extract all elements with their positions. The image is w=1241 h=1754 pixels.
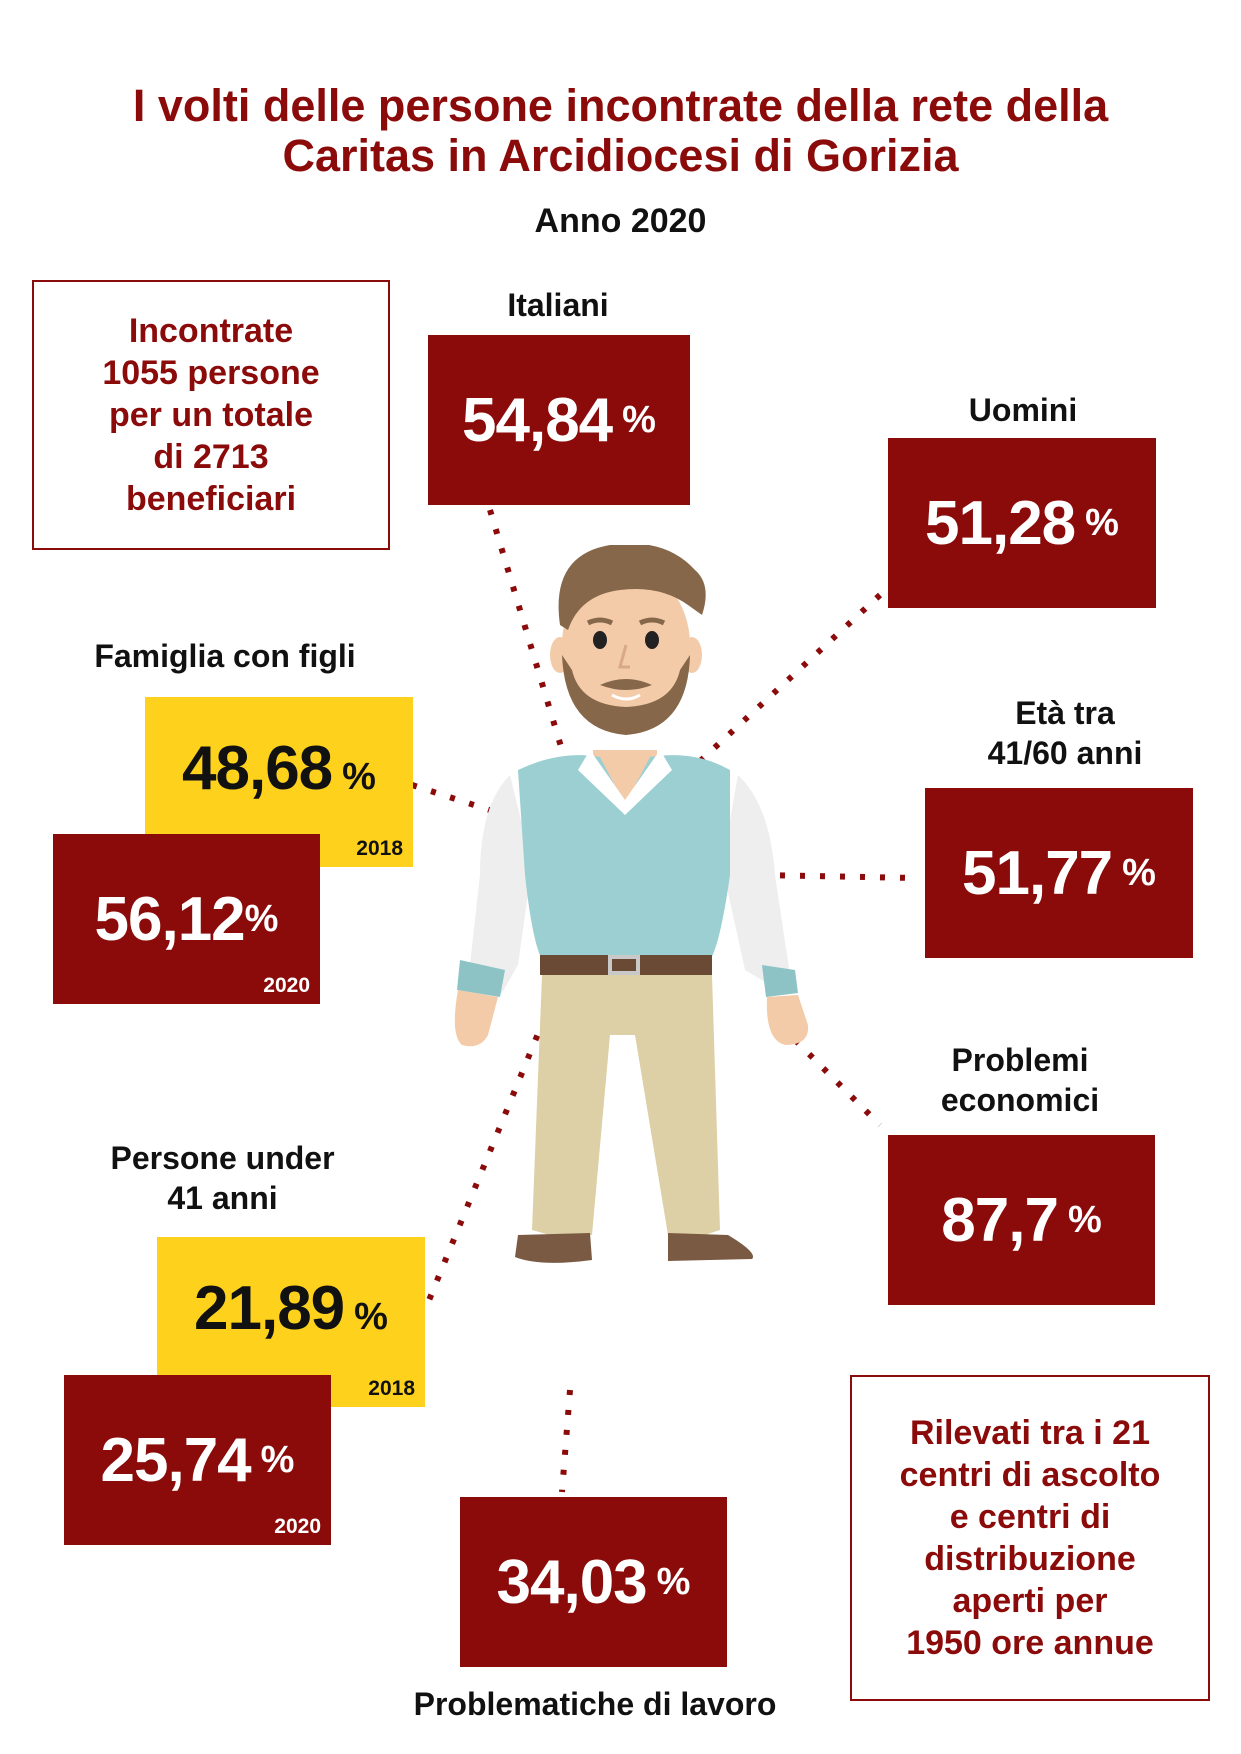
- lavoro-value: 34,03: [496, 1547, 648, 1617]
- italiani-stat-box: 54,84%: [428, 335, 690, 505]
- percent-sign: %: [342, 756, 376, 798]
- uomini-label: Uomini: [968, 392, 1078, 428]
- famiglia-2018-value: 48,68: [182, 734, 333, 803]
- intro-line: beneficiari: [125, 480, 297, 518]
- trousers: [532, 975, 720, 1235]
- footer-line: Rilevati tra i 21: [909, 1414, 1150, 1452]
- eta-label-line1: Età tra: [1015, 695, 1115, 731]
- belt: [540, 955, 712, 975]
- year-2020-label: 2020: [263, 974, 310, 997]
- lavoro-stat-box: 34,03%: [460, 1497, 727, 1667]
- connector-italiani: [487, 509, 568, 761]
- year-2020-label: 2020: [274, 1515, 321, 1538]
- under41-2018-value: 21,89: [194, 1274, 345, 1343]
- intro-line: per un totale: [108, 396, 313, 434]
- year-2018-label: 2018: [356, 837, 403, 860]
- percent-sign: %: [656, 1560, 691, 1603]
- man-figure-illustration: [454, 545, 809, 1263]
- right-sleeve: [722, 775, 790, 985]
- year-2018-label: 2018: [368, 1377, 415, 1400]
- footer-line: distribuzione: [924, 1540, 1136, 1578]
- connector-problemi: [792, 1037, 883, 1128]
- eta-label: Età tra 41/60 anni: [920, 693, 1210, 773]
- intro-line: Incontrate: [128, 312, 294, 350]
- eta-value: 51,77: [962, 838, 1113, 908]
- left-sleeve: [460, 775, 532, 993]
- under41-2020-box: 25,74% 2020: [64, 1375, 331, 1545]
- problemi-stat-box: 87,7%: [888, 1135, 1155, 1305]
- percent-sign: %: [1122, 851, 1156, 894]
- connector-uomini: [682, 592, 883, 778]
- under41-label-line2: 41 anni: [167, 1180, 278, 1216]
- under41-label: Persone under 41 anni: [70, 1138, 375, 1218]
- famiglia-2020-box: 56,12% 2020: [53, 834, 320, 1004]
- problemi-label-line2: economici: [940, 1082, 1100, 1118]
- vest: [518, 755, 730, 960]
- under41-label-line1: Persone under: [110, 1140, 335, 1176]
- problemi-label: Problemi economici: [885, 1040, 1155, 1120]
- uomini-value: 51,28: [925, 488, 1076, 558]
- percent-sign: %: [622, 398, 656, 441]
- page-subtitle: Anno 2020: [534, 202, 707, 240]
- problemi-value: 87,7: [941, 1185, 1059, 1255]
- percent-sign: %: [244, 897, 279, 940]
- problemi-label-line1: Problemi: [951, 1042, 1089, 1078]
- under41-2020-value: 25,74: [100, 1425, 252, 1495]
- intro-line: di 2713: [153, 438, 269, 476]
- percent-sign: %: [260, 1438, 295, 1481]
- intro-box: Incontrate 1055 persone per un totale di…: [32, 280, 390, 550]
- footer-line: 1950 ore annue: [906, 1624, 1154, 1662]
- beard: [562, 655, 690, 735]
- famiglia-label: Famiglia con figli: [94, 638, 356, 674]
- percent-sign: %: [1067, 1198, 1102, 1241]
- footer-line: aperti per: [952, 1582, 1108, 1620]
- hair: [558, 545, 706, 630]
- footer-line: centri di ascolto: [899, 1456, 1161, 1494]
- italiani-label: Italiani: [507, 287, 609, 323]
- percent-sign: %: [1085, 501, 1119, 544]
- percent-sign: %: [354, 1296, 388, 1338]
- page-title-line2: Caritas in Arcidiocesi di Gorizia: [282, 130, 959, 181]
- page-title-line1: I volti delle persone incontrate della r…: [132, 80, 1109, 131]
- intro-line: 1055 persone: [102, 354, 320, 392]
- footer-box: Rilevati tra i 21 centri di ascolto e ce…: [850, 1375, 1210, 1701]
- famiglia-2020-value: 56,12: [94, 884, 246, 954]
- footer-line: e centri di: [949, 1498, 1111, 1536]
- italiani-value: 54,84: [462, 385, 613, 455]
- lavoro-label: Problematiche di lavoro: [413, 1686, 777, 1722]
- uomini-stat-box: 51,28%: [888, 438, 1156, 608]
- eta-label-line2: 41/60 anni: [987, 735, 1143, 771]
- eta-stat-box: 51,77%: [925, 788, 1193, 958]
